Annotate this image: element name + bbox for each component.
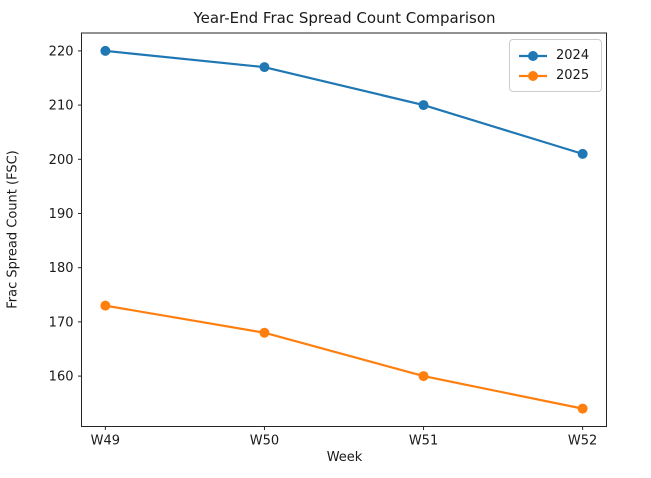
y-tick-label: 220 [49, 44, 74, 59]
legend-handle-2024 [519, 50, 547, 61]
legend-label-2024: 2024 [556, 48, 590, 63]
data-point-2025-W49 [100, 300, 111, 311]
legend-handle-2025 [519, 70, 547, 81]
legend: 2024 2025 [509, 39, 602, 92]
y-tick-label: 190 [49, 207, 74, 222]
y-tick-label: 210 [49, 99, 74, 114]
y-tick-label: 180 [49, 261, 74, 276]
data-point-2025-W51 [418, 371, 429, 382]
y-tick-label: 160 [49, 370, 74, 385]
y-tick-label: 200 [49, 153, 74, 168]
data-point-2025-W50 [259, 327, 270, 338]
x-tick-label: W51 [409, 434, 438, 449]
x-tick-label: W52 [568, 434, 597, 449]
legend-item-2025: 2025 [518, 69, 593, 82]
x-tick-label: W49 [91, 434, 120, 449]
legend-item-2024: 2024 [518, 49, 593, 62]
data-point-2024-W51 [418, 100, 429, 111]
data-point-2024-W49 [100, 45, 111, 56]
data-point-2024-W52 [577, 148, 588, 159]
x-tick-label: W50 [250, 434, 279, 449]
series-line-2024 [104, 49, 584, 155]
axes-frame [81, 32, 607, 427]
data-point-2024-W50 [259, 62, 270, 73]
chart-title: Year-End Frac Spread Count Comparison [193, 9, 496, 27]
data-point-2025-W52 [577, 403, 588, 414]
y-tick-label: 170 [49, 315, 74, 330]
legend-label-2025: 2025 [556, 68, 590, 83]
x-axis-label: Week [326, 450, 363, 465]
series-line-2025 [104, 304, 584, 410]
